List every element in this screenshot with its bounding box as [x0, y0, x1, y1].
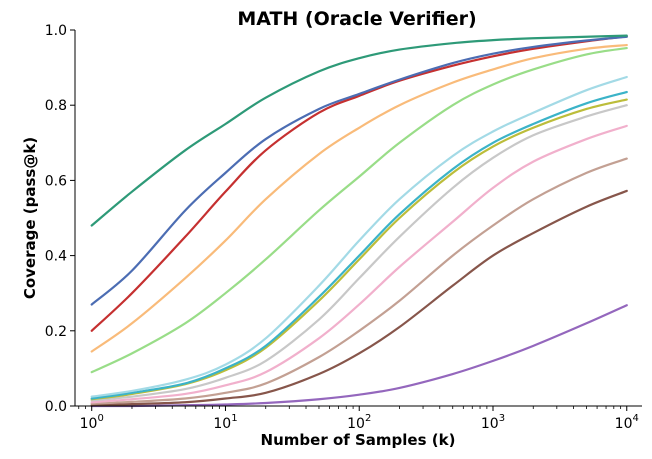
x-tick-base: 10 [481, 416, 499, 432]
x-tick-label: 103 [481, 413, 505, 432]
series-line [90, 35, 628, 306]
x-tick-base: 10 [80, 416, 98, 432]
y-tick-label: 0.0 [45, 399, 67, 415]
x-tick-label: 100 [80, 413, 104, 432]
series-line [90, 35, 628, 332]
series-line [90, 304, 628, 408]
x-tick-exponent: 4 [632, 413, 638, 424]
x-tick-exponent: 2 [365, 413, 371, 424]
series-line [90, 104, 628, 402]
x-tick-base: 10 [347, 416, 365, 432]
series-line [90, 46, 628, 374]
x-tick-label: 101 [213, 413, 237, 432]
x-tick-exponent: 1 [231, 413, 237, 424]
y-tick-label: 0.6 [45, 173, 67, 189]
x-tick-label: 102 [347, 413, 371, 432]
x-axis-label: Number of Samples (k) [261, 431, 456, 449]
x-tick-exponent: 3 [499, 413, 505, 424]
y-tick-label: 0.2 [45, 324, 67, 340]
x-tick-exponent: 0 [97, 413, 103, 424]
x-tick-label: 104 [615, 413, 639, 432]
series-line [90, 189, 628, 407]
series-layer [90, 34, 628, 408]
series-line [90, 34, 628, 227]
y-tick-label: 1.0 [45, 23, 67, 39]
y-tick-label: 0.4 [45, 249, 67, 265]
series-line [90, 43, 628, 353]
y-axis-label: Coverage (pass@k) [21, 137, 39, 299]
series-line [90, 157, 628, 405]
y-tick-label: 0.8 [45, 98, 67, 114]
y-ticks: 0.0 0.2 0.4 0.6 0.8 1.0 [45, 23, 75, 415]
axes-layer [74, 30, 642, 407]
chart-title: MATH (Oracle Verifier) [237, 8, 476, 30]
series-line [90, 75, 628, 398]
series-line [90, 90, 628, 400]
x-ticks: 100 101 102 103 104 [78, 406, 639, 432]
x-tick-base: 10 [213, 416, 231, 432]
series-line [90, 124, 628, 404]
x-tick-base: 10 [615, 416, 633, 432]
